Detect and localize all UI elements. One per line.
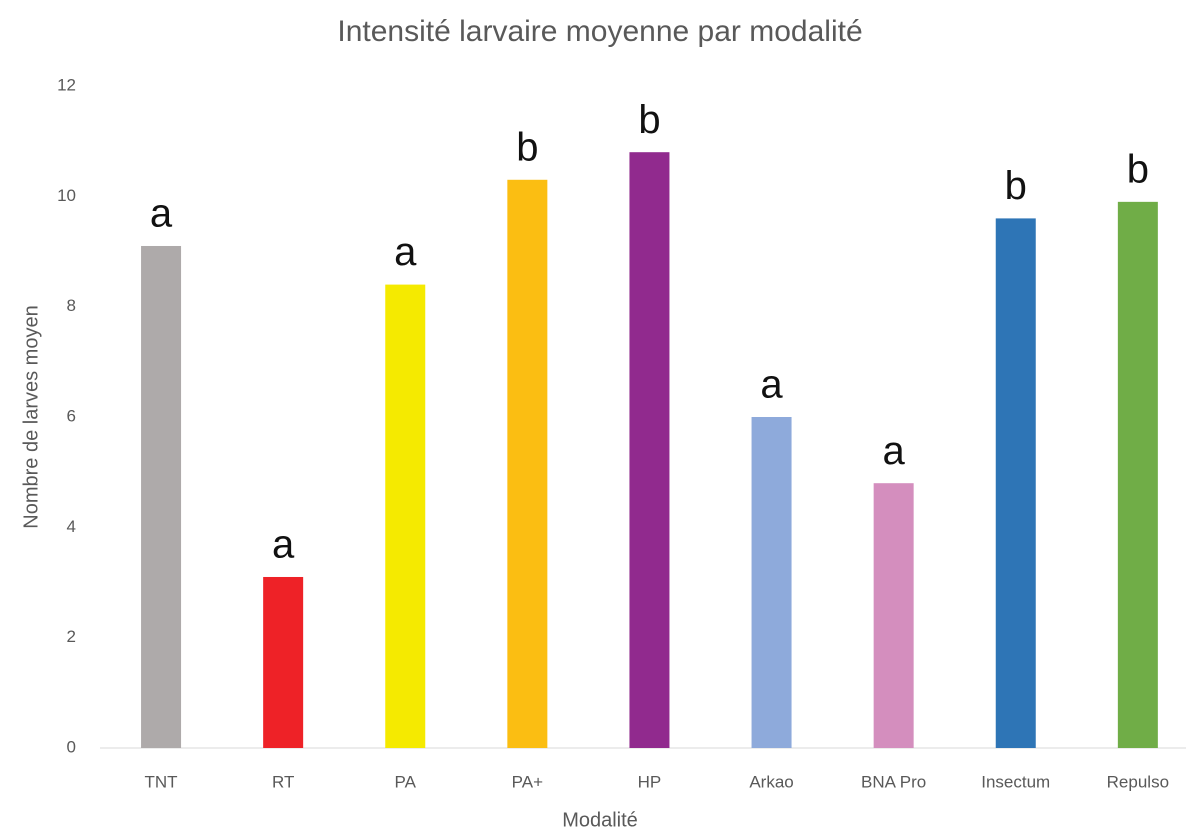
y-tick-label: 0 — [67, 737, 76, 756]
x-tick-label: Arkao — [749, 772, 793, 791]
annotation: b — [1127, 147, 1149, 191]
y-tick-label: 10 — [57, 186, 76, 205]
bar — [1117, 201, 1158, 749]
annotation: b — [516, 125, 538, 169]
y-tick-label: 2 — [67, 627, 76, 646]
x-tick-label: PA+ — [512, 772, 543, 791]
chart-title: Intensité larvaire moyenne par modalité — [337, 15, 862, 48]
x-tick-label: TNT — [145, 772, 178, 791]
x-tick-label: HP — [638, 772, 662, 791]
y-tick-label: 4 — [67, 517, 76, 536]
y-tick-label: 8 — [67, 296, 76, 315]
bar — [263, 576, 304, 748]
bar — [995, 218, 1036, 748]
bar — [507, 179, 548, 749]
annotation: b — [638, 98, 660, 142]
bar — [385, 284, 426, 748]
bar — [751, 417, 792, 748]
bar — [629, 152, 670, 748]
y-axis-label: Nombre de larves moyen — [20, 305, 42, 528]
bar — [141, 245, 182, 748]
annotation: a — [760, 363, 783, 407]
annotation: a — [272, 523, 295, 567]
annotation: a — [394, 230, 417, 274]
x-tick-label: Repulso — [1107, 772, 1169, 791]
x-tick-label: PA — [395, 772, 417, 791]
y-tick-label: 12 — [57, 75, 76, 94]
annotation: b — [1005, 164, 1027, 208]
x-axis-label: Modalité — [562, 809, 638, 831]
annotation: a — [883, 429, 906, 473]
x-tick-label: RT — [272, 772, 294, 791]
bar — [873, 483, 914, 748]
x-tick-label: BNA Pro — [861, 772, 926, 791]
y-tick-label: 6 — [67, 406, 76, 425]
annotation: a — [150, 192, 173, 236]
x-tick-label: Insectum — [981, 772, 1050, 791]
